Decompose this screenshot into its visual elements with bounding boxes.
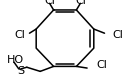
Text: Cl: Cl bbox=[44, 0, 55, 6]
Text: Cl: Cl bbox=[75, 0, 86, 6]
Text: HO: HO bbox=[7, 55, 25, 65]
Text: Cl: Cl bbox=[113, 30, 123, 40]
Text: Cl: Cl bbox=[15, 30, 25, 40]
Text: S: S bbox=[17, 66, 24, 76]
Text: Cl: Cl bbox=[96, 60, 107, 70]
